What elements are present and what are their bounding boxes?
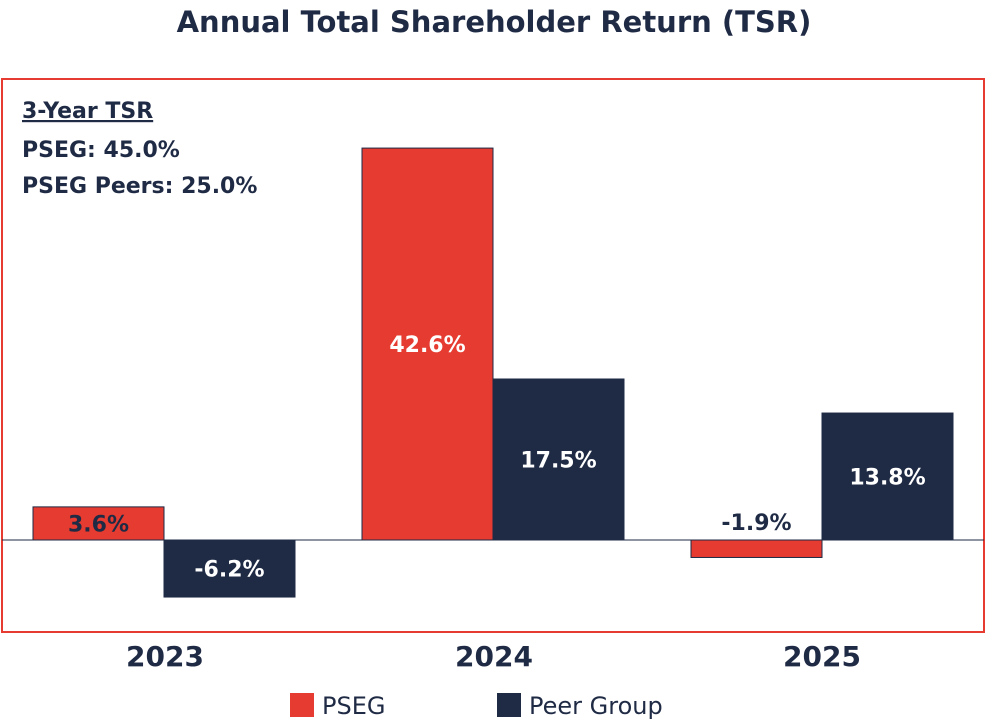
data-label-pseg-2023: 3.6% [68,512,129,537]
legend-label-peer-group: Peer Group [529,692,663,720]
annotation-peers: PSEG Peers: 25.0% [22,174,257,199]
data-label-peer-group-2023: -6.2% [194,558,264,583]
category-label-2023: 2023 [126,640,204,673]
data-label-peer-group-2025: 13.8% [849,466,925,491]
legend-label-pseg: PSEG [322,692,385,720]
annotation-heading: 3-Year TSR [22,99,153,124]
chart-frame [1,78,985,633]
data-label-pseg-2025: -1.9% [721,511,791,536]
bars-group: 3.6% 42.6% -1.9% -6.2% 17.5% 13.8% [32,147,954,598]
data-label-pseg-2024: 42.6% [389,333,465,358]
bar-pseg-2024 [361,147,494,541]
legend-swatch-pseg [290,693,314,717]
chart-title: Annual Total Shareholder Return (TSR) [177,5,812,39]
category-label-2024: 2024 [455,640,533,673]
bar-pseg-2025 [690,539,823,558]
data-label-peer-group-2024: 17.5% [520,449,596,474]
annotation-pseg: PSEG: 45.0% [22,138,180,163]
category-label-2025: 2025 [783,640,861,673]
bar-peer-group-2024 [492,378,625,541]
legend-swatch-peer-group [497,693,521,717]
